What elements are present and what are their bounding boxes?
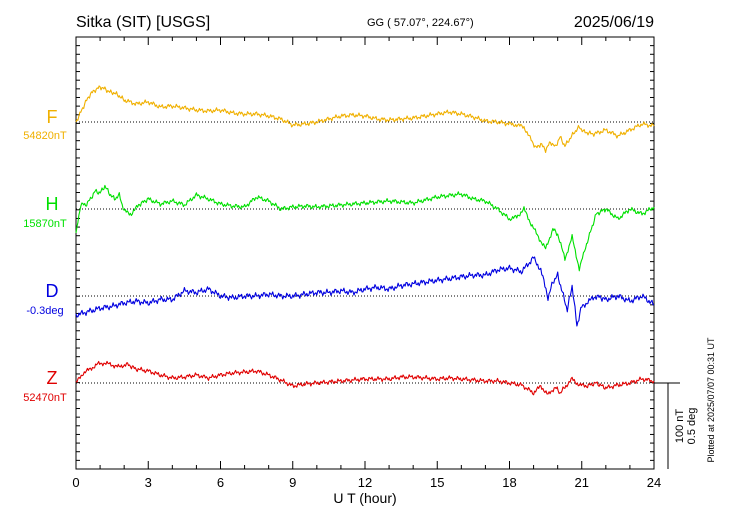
x-tick-labels: 0 3 6 9 12 15 18 21 24 [72, 475, 661, 490]
series-baseline-h: 15870nT [23, 218, 67, 230]
plotted-at-note: Plotted at 2025/07/07 00:31 UT [706, 337, 716, 463]
series-line-f [75, 85, 655, 154]
series-name-d: D [46, 281, 59, 301]
x-tick-label: 3 [145, 475, 152, 490]
series-name-f: F [47, 107, 58, 127]
x-tick-label: 18 [502, 475, 516, 490]
x-tick-label: 9 [289, 475, 296, 490]
scale-bar-nt-label: 100 nT [674, 409, 686, 444]
x-tick-label: 15 [430, 475, 444, 490]
station-title: Sitka (SIT) [USGS] [76, 14, 210, 31]
series-name-z: Z [47, 368, 58, 388]
series-line-h [75, 184, 655, 272]
baseline-guides [76, 121, 654, 384]
axis-ticks [75, 36, 655, 470]
series-baseline-z: 52470nT [23, 392, 67, 404]
series-baseline-f: 54820nT [23, 130, 67, 142]
series-baseline-d: -0.3deg [26, 305, 63, 317]
series-layer [75, 85, 655, 396]
scale-bar-deg-label: 0.5 deg [686, 408, 698, 445]
series-labels: F 54820nT H 15870nT D -0.3deg Z 52470nT [23, 107, 67, 404]
x-axis-label: U T (hour) [333, 490, 396, 506]
x-tick-label: 12 [358, 475, 372, 490]
coordinates-label: GG ( 57.07°, 224.67°) [367, 17, 474, 29]
x-tick-label: 21 [575, 475, 589, 490]
x-tick-label: 24 [647, 475, 661, 490]
x-tick-label: 6 [217, 475, 224, 490]
date-label: 2025/06/19 [574, 14, 654, 31]
x-tick-label: 0 [72, 475, 79, 490]
series-name-h: H [46, 194, 59, 214]
series-line-z [75, 360, 655, 396]
series-line-d [75, 256, 654, 327]
